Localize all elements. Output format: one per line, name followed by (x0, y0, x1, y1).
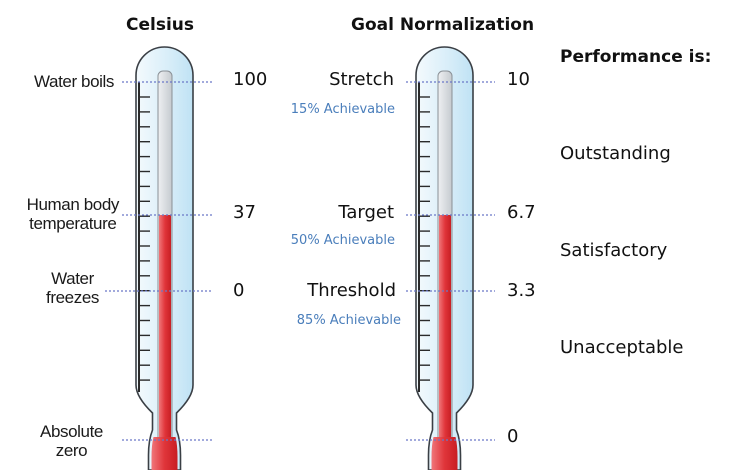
goal-value-0: 0 (507, 426, 519, 447)
goal-value-6-7: 6.7 (507, 202, 536, 223)
guide-lines (105, 81, 495, 441)
achievable-target: 50% Achievable (290, 233, 395, 248)
performance-unacceptable: Unacceptable (560, 337, 684, 358)
goal-thermometer (415, 46, 474, 470)
celsius-value-37: 37 (233, 202, 256, 223)
goal-value-10: 10 (507, 69, 530, 90)
goal-value-3-3: 3.3 (507, 280, 536, 301)
celsius-value-0: 0 (233, 280, 245, 301)
goal-label-stretch: Stretch (329, 69, 394, 90)
performance-outstanding: Outstanding (560, 143, 671, 164)
goal-mercury-bulb (431, 437, 458, 470)
achievable-stretch: 15% Achievable (290, 102, 395, 117)
performance-satisfactory: Satisfactory (560, 240, 668, 261)
label-absolute-zero: Absolute zero (40, 422, 103, 460)
goal-normalization-title: Goal Normalization (351, 15, 535, 35)
goal-label-target: Target (338, 202, 394, 223)
celsius-thermometer (135, 46, 194, 470)
label-water-freezes: Water freezes (46, 269, 99, 307)
celsius-value-100: 100 (233, 69, 268, 90)
celsius-mercury-bulb (151, 437, 178, 470)
celsius-title: Celsius (126, 15, 194, 35)
goal-label-threshold: Threshold (307, 280, 396, 301)
goal-mercury-column (439, 215, 451, 470)
performance-title: Performance is: (560, 47, 712, 67)
label-water-boils: Water boils (34, 72, 114, 91)
label-human-body-temperature: Human body temperature (26, 195, 120, 233)
achievable-threshold: 85% Achievable (296, 313, 401, 328)
celsius-mercury-column (159, 215, 171, 470)
